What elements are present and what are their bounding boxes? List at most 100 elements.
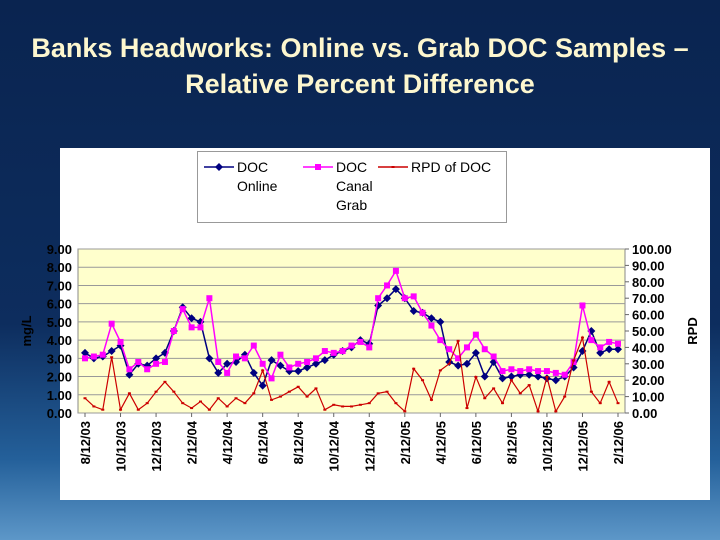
- marker: [536, 410, 540, 413]
- x-tick-label: 10/12/03: [114, 421, 129, 472]
- y2-tick-label: 0.00: [632, 406, 657, 421]
- marker: [234, 397, 238, 400]
- marker: [348, 342, 355, 349]
- marker: [163, 380, 167, 383]
- x-tick-label: 10/12/04: [327, 420, 342, 471]
- marker: [401, 295, 408, 302]
- marker: [90, 353, 97, 360]
- y-tick-label: 1.00: [47, 388, 72, 403]
- marker: [127, 392, 131, 395]
- marker: [605, 345, 614, 354]
- marker: [596, 348, 605, 357]
- x-tick-label: 10/12/05: [540, 421, 555, 472]
- x-tick-label: 4/12/05: [433, 421, 448, 464]
- marker: [446, 346, 453, 353]
- marker: [252, 392, 256, 395]
- marker: [259, 360, 266, 367]
- marker: [403, 410, 407, 413]
- marker: [214, 368, 223, 377]
- marker: [126, 366, 133, 373]
- x-tick-label: 2/12/05: [398, 421, 413, 464]
- y-tick-label: 4.00: [47, 333, 72, 348]
- marker: [616, 402, 620, 405]
- marker: [551, 376, 560, 385]
- marker: [409, 306, 418, 315]
- y-tick-label: 5.00: [47, 315, 72, 330]
- marker: [107, 347, 116, 356]
- x-tick-label: 12/12/04: [362, 420, 377, 471]
- marker: [614, 345, 622, 354]
- marker: [206, 295, 213, 302]
- marker: [481, 346, 488, 353]
- marker: [92, 405, 96, 408]
- marker: [81, 348, 89, 357]
- marker: [456, 339, 460, 342]
- marker: [526, 366, 533, 373]
- marker: [170, 328, 177, 334]
- marker: [383, 294, 392, 303]
- y2-tick-label: 90.00: [632, 258, 665, 273]
- marker: [267, 356, 276, 365]
- marker: [323, 408, 327, 411]
- marker: [471, 348, 480, 357]
- y2-tick-label: 80.00: [632, 275, 665, 290]
- marker: [117, 338, 124, 345]
- marker: [375, 295, 382, 302]
- marker: [249, 368, 258, 377]
- plot-area: [77, 248, 626, 414]
- marker: [99, 351, 106, 358]
- marker: [215, 358, 222, 365]
- marker: [223, 359, 232, 368]
- marker: [321, 348, 328, 355]
- marker: [465, 407, 469, 410]
- marker: [320, 356, 329, 365]
- marker: [341, 405, 345, 408]
- marker: [410, 293, 417, 300]
- x-tick-label: 8/12/04: [291, 420, 306, 464]
- legend-swatch: [378, 166, 408, 168]
- marker: [330, 349, 337, 356]
- y2-tick-label: 60.00: [632, 308, 665, 323]
- marker: [286, 364, 293, 371]
- marker: [276, 361, 285, 370]
- y2-tick-label: 50.00: [632, 324, 665, 339]
- y-tick-label: 8.00: [47, 260, 72, 275]
- marker: [224, 369, 231, 376]
- marker: [534, 372, 543, 381]
- marker: [161, 358, 168, 365]
- legend-label: RPD of DOC: [411, 159, 492, 175]
- legend: DOC Online DOC Canal Grab RPD of DOC: [197, 151, 507, 223]
- marker: [125, 370, 134, 379]
- legend-swatch: [303, 164, 333, 170]
- marker: [258, 381, 267, 390]
- marker: [198, 400, 202, 403]
- marker: [312, 355, 319, 362]
- marker: [287, 390, 291, 393]
- marker: [135, 358, 142, 365]
- marker: [154, 390, 158, 393]
- marker: [509, 379, 513, 382]
- marker: [394, 402, 398, 405]
- marker: [607, 380, 611, 383]
- marker: [305, 395, 309, 398]
- x-tick-label: 12/12/05: [575, 421, 590, 472]
- marker: [261, 369, 265, 372]
- marker: [428, 322, 435, 329]
- marker: [421, 379, 425, 382]
- marker: [391, 285, 400, 294]
- marker: [554, 410, 558, 413]
- x-tick-label: 6/12/04: [256, 420, 271, 464]
- marker: [187, 314, 196, 323]
- marker: [357, 338, 364, 345]
- marker: [508, 366, 515, 373]
- marker: [412, 367, 416, 370]
- y2-tick-label: 30.00: [632, 357, 665, 372]
- marker: [153, 360, 160, 367]
- x-tick-label: 2/12/04: [185, 420, 200, 464]
- marker: [303, 363, 312, 372]
- marker: [492, 387, 496, 390]
- marker: [427, 314, 436, 323]
- marker: [429, 398, 433, 401]
- marker: [572, 359, 576, 362]
